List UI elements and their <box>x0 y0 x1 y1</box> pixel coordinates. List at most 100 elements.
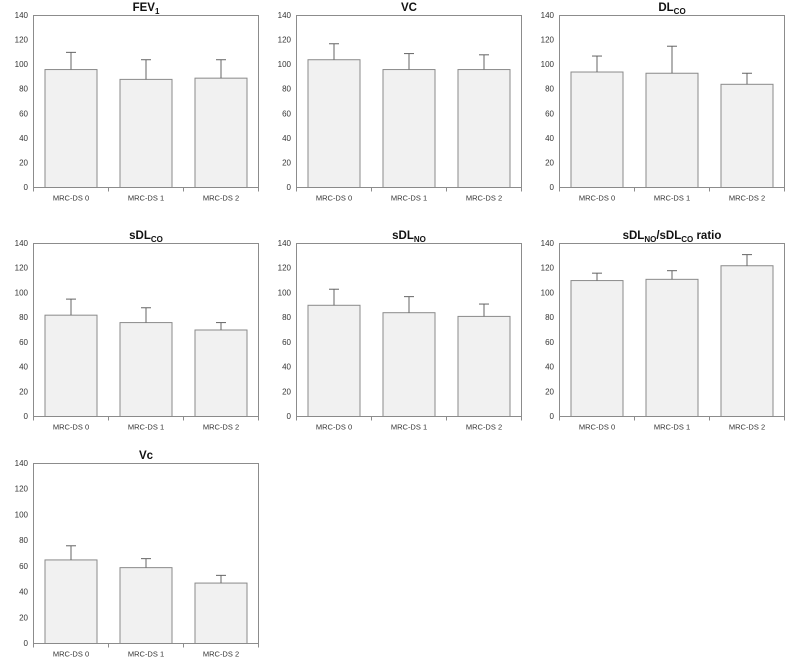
bar-mrc-ds-2 <box>194 329 248 417</box>
y-tick-label: 40 <box>545 134 554 143</box>
error-bar-mrc-ds-0 <box>592 55 602 73</box>
chart-dlco: DLCO 0 20 40 60 80 100 120 140 MRC-DS 0 MRC-DS 1 MR… <box>526 0 789 228</box>
bar-mrc-ds-0 <box>570 280 624 418</box>
chart-vc: Vc 0 20 40 60 80 100 120 140 MRC-DS 0 MRC-DS 1 MRC-… <box>0 448 263 659</box>
y-tick-label: 140 <box>278 239 292 248</box>
chart-canvas-sdlco: sDLCO 0 20 40 60 80 100 120 140 MRC-DS 0 MRC-DS 1 M… <box>15 230 259 432</box>
y-tick-label: 60 <box>545 109 554 118</box>
y-tick-label: 80 <box>19 536 28 545</box>
y-tick-label: 120 <box>541 264 555 273</box>
chart-title: sDLCO <box>129 230 163 244</box>
y-tick-label: 0 <box>287 412 292 421</box>
y-tick-label: 0 <box>287 183 292 192</box>
y-tick-label: 80 <box>545 313 554 322</box>
y-tick-label: 0 <box>550 183 555 192</box>
y-tick-label: 100 <box>15 60 29 69</box>
chart-canvas-fev1: FEV1 0 20 40 60 80 100 120 140 MRC-DS 0 MRC-DS 1 MR… <box>15 2 259 203</box>
y-tick-label: 80 <box>282 85 291 94</box>
bar-mrc-ds-1 <box>119 78 173 188</box>
bar-mrc-ds-2 <box>194 77 248 188</box>
chart-canvas-sdlno-sdlco-ratio: sDLNO/sDLCO ratio 0 20 40 60 80 100 120 140 MRC-D… <box>541 230 785 432</box>
chart-title: Vc <box>139 450 154 462</box>
bar-mrc-ds-2 <box>194 582 248 644</box>
chart-title: VC <box>401 2 417 14</box>
y-tick-label: 140 <box>278 11 292 20</box>
y-tick-label: 60 <box>19 562 28 571</box>
bar-mrc-ds-2 <box>457 69 511 188</box>
x-category-label: MRC-DS 2 <box>729 423 765 432</box>
x-category-label: MRC-DS 2 <box>203 423 239 432</box>
x-category-label: MRC-DS 0 <box>53 650 89 659</box>
error-bar-mrc-ds-2 <box>216 322 226 330</box>
y-tick-label: 20 <box>282 387 291 396</box>
bar-mrc-ds-0 <box>307 59 361 189</box>
error-bar-mrc-ds-1 <box>404 53 414 70</box>
bar-mrc-ds-0 <box>44 314 98 417</box>
x-category-label: MRC-DS 0 <box>316 423 352 432</box>
x-category-label: MRC-DS 1 <box>391 423 427 432</box>
y-tick-label: 0 <box>550 412 555 421</box>
y-tick-label: 140 <box>541 11 555 20</box>
chart-canvas-sdlno: sDLNO 0 20 40 60 80 100 120 140 MRC-DS 0 MRC-DS 1 M… <box>278 230 522 432</box>
bar-mrc-ds-1 <box>382 69 436 188</box>
error-bar-mrc-ds-2 <box>742 72 752 85</box>
error-bar-mrc-ds-1 <box>141 558 151 568</box>
y-tick-label: 0 <box>24 412 29 421</box>
x-category-label: MRC-DS 2 <box>203 650 239 659</box>
error-bar-mrc-ds-0 <box>66 298 76 316</box>
y-tick-label: 80 <box>545 85 554 94</box>
x-category-label: MRC-DS 1 <box>654 194 690 203</box>
y-tick-label: 140 <box>15 239 29 248</box>
chart-title: sDLNO <box>392 230 426 244</box>
error-bar-mrc-ds-0 <box>592 272 602 281</box>
error-bar-mrc-ds-1 <box>667 270 677 280</box>
chart-sdlno-sdlco-ratio: sDLNO/sDLCO ratio 0 20 40 60 80 100 120 140 MRC-D… <box>526 228 789 448</box>
y-tick-label: 40 <box>282 134 291 143</box>
y-tick-label: 0 <box>24 183 29 192</box>
y-tick-label: 20 <box>545 158 554 167</box>
chart-title: FEV1 <box>133 2 160 16</box>
error-bar-mrc-ds-2 <box>742 254 752 266</box>
x-category-label: MRC-DS 1 <box>391 194 427 203</box>
error-bar-mrc-ds-1 <box>404 296 414 313</box>
bar-mrc-ds-0 <box>44 559 98 644</box>
x-category-label: MRC-DS 2 <box>466 423 502 432</box>
y-tick-label: 120 <box>278 264 292 273</box>
bar-mrc-ds-1 <box>645 72 699 188</box>
y-tick-label: 100 <box>15 288 29 297</box>
y-tick-label: 20 <box>545 387 554 396</box>
error-bar-mrc-ds-0 <box>329 43 339 60</box>
y-tick-label: 140 <box>541 239 555 248</box>
bar-mrc-ds-1 <box>119 322 173 417</box>
y-tick-label: 100 <box>541 60 555 69</box>
y-tick-label: 60 <box>19 338 28 347</box>
y-tick-label: 60 <box>282 338 291 347</box>
x-category-label: MRC-DS 1 <box>128 423 164 432</box>
x-category-label: MRC-DS 0 <box>316 194 352 203</box>
y-tick-label: 20 <box>19 158 28 167</box>
y-tick-label: 40 <box>282 363 291 372</box>
x-category-label: MRC-DS 1 <box>128 194 164 203</box>
y-tick-label: 120 <box>15 264 29 273</box>
chart-fev1: FEV1 0 20 40 60 80 100 120 140 MRC-DS 0 MRC-DS 1 MR… <box>0 0 263 228</box>
y-tick-label: 120 <box>15 36 29 45</box>
y-tick-label: 80 <box>282 313 291 322</box>
y-tick-label: 120 <box>278 36 292 45</box>
chart-title: DLCO <box>658 2 685 16</box>
error-bar-mrc-ds-2 <box>479 54 489 70</box>
y-tick-label: 0 <box>24 639 29 648</box>
y-tick-label: 40 <box>19 363 28 372</box>
y-tick-label: 40 <box>19 134 28 143</box>
y-tick-label: 20 <box>19 387 28 396</box>
chart-canvas-vc: Vc 0 20 40 60 80 100 120 140 MRC-DS 0 MRC-DS 1 MRC-… <box>15 450 259 659</box>
y-tick-label: 80 <box>19 85 28 94</box>
y-tick-label: 140 <box>15 459 29 468</box>
error-bar-mrc-ds-1 <box>141 307 151 323</box>
error-bar-mrc-ds-2 <box>216 574 226 584</box>
x-category-label: MRC-DS 2 <box>466 194 502 203</box>
x-category-label: MRC-DS 0 <box>579 423 615 432</box>
bar-mrc-ds-1 <box>119 567 173 644</box>
y-tick-label: 20 <box>282 158 291 167</box>
error-bar-mrc-ds-0 <box>66 545 76 560</box>
error-bar-mrc-ds-0 <box>66 51 76 70</box>
